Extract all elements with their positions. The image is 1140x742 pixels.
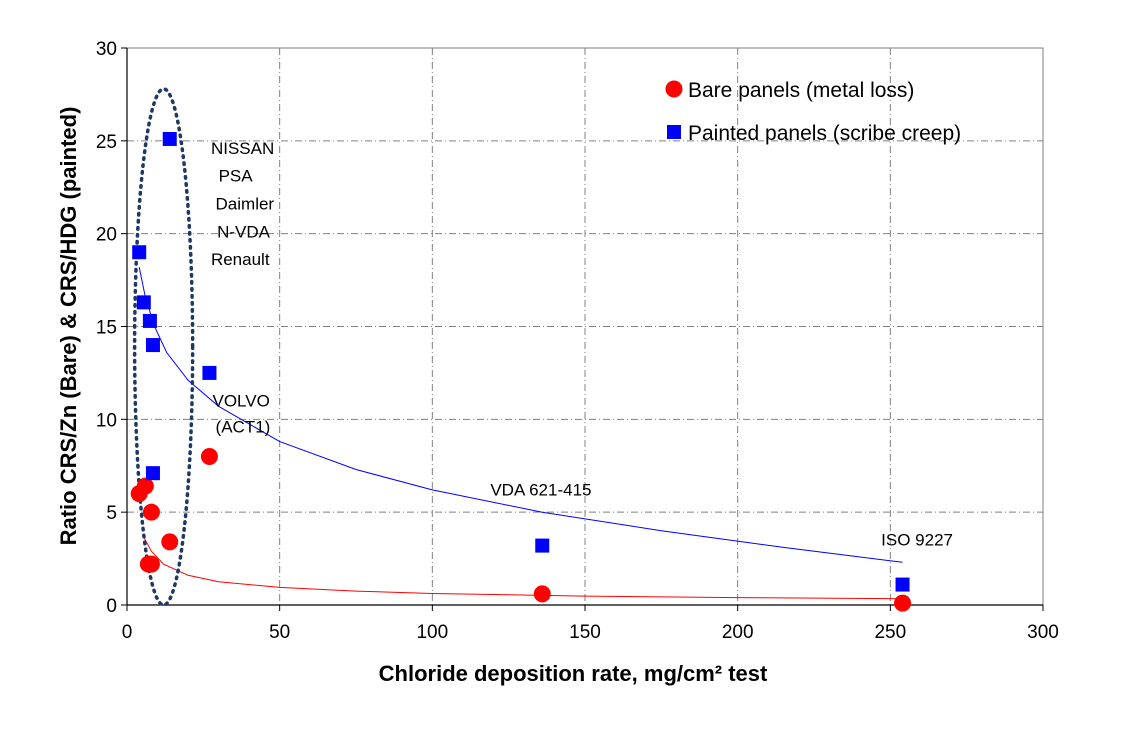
legend-marker-bare [665,80,683,98]
painted-panel-point [132,245,147,260]
x-tick-label: 50 [269,622,290,643]
painted-panel-point [535,538,550,553]
data-points [130,131,912,612]
bare-panel-point [533,585,551,603]
bare-panel-point [136,477,154,495]
x-tick-label: 250 [874,622,906,643]
legend: Bare panels (metal loss) Painted panels (… [665,79,961,145]
x-tick-label: 100 [416,622,448,643]
painted-panel-point [142,313,157,328]
painted-panel-point [145,466,160,481]
painted-panel-point [136,295,151,310]
y-tick-label: 0 [106,596,117,617]
grid [127,48,1043,605]
annotation-label: VDA 621-415 [490,480,591,499]
trend-line-painted [138,266,903,563]
y-tick-label: 25 [96,132,117,153]
annotation-label: Renault [211,250,270,269]
annotation-label: ISO 9227 [881,531,953,550]
annotation-label: NISSAN [211,139,274,158]
y-tick-label: 20 [96,225,117,246]
bare-panel-point [894,594,912,612]
y-axis-title: Ratio CRS/Zn (Bare) & CRS/HDG (painted) [56,107,81,546]
x-axis-title: Chloride deposition rate, mg/cm² test [379,661,768,686]
annotation-label: PSA [219,167,254,186]
annotation-label: Daimler [216,195,275,214]
x-tick-label: 200 [722,622,754,643]
annotations: NISSAN PSA Daimler N-VDA Renault VOLVO (ACT1) V… [211,139,953,550]
x-tick-label: 300 [1027,622,1059,643]
axes [121,47,1044,611]
highlight-ellipse [132,87,195,607]
bare-panel-point [200,447,218,465]
annotation-label: N-VDA [217,222,271,241]
x-tick-label: 0 [122,622,133,643]
bare-panel-point [142,503,160,521]
y-tick-label: 5 [106,503,117,524]
legend-marker-painted [667,125,681,139]
legend-label: Painted panels (scribe creep) [688,122,961,145]
y-tick-label: 15 [96,318,117,339]
y-tick-label: 10 [96,410,117,431]
y-tick-label: 30 [96,39,117,60]
legend-label: Bare panels (metal loss) [688,79,914,102]
trend-line-bare [141,534,903,600]
painted-panel-point [895,577,910,592]
bare-panel-point [142,555,160,573]
annotation-label: (ACT1) [216,417,271,436]
annotation-label: VOLVO [212,391,269,410]
x-tick-label: 150 [569,622,601,643]
highlight-ellipse-layer [132,87,195,607]
painted-panel-point [145,338,160,353]
bare-panel-point [161,533,179,551]
painted-panel-point [202,365,217,380]
painted-panel-point [162,131,177,146]
